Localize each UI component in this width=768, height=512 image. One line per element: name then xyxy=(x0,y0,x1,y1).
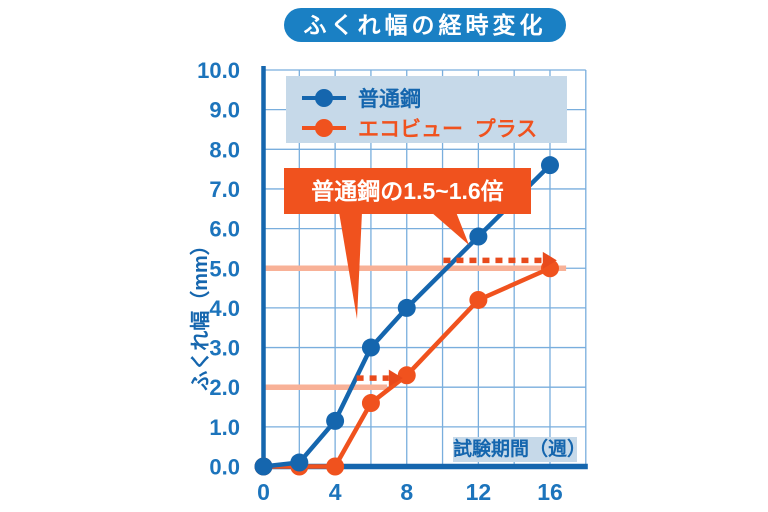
x-axis-title: 試験期間（週） xyxy=(453,437,587,462)
y-tick-label: 0.0 xyxy=(209,455,240,480)
data-point xyxy=(540,156,559,175)
y-tick-label: 6.0 xyxy=(209,217,240,242)
y-tick-label: 3.0 xyxy=(209,336,240,361)
data-point xyxy=(361,338,380,357)
data-point xyxy=(397,366,416,385)
x-tick-label: 4 xyxy=(329,479,342,505)
y-tick-label: 9.0 xyxy=(209,98,240,123)
data-point xyxy=(397,298,416,317)
y-axis-title: ふくれ幅（mm） xyxy=(190,235,212,391)
legend-label: エコビュー プラス xyxy=(358,117,538,141)
y-tick-label: 8.0 xyxy=(209,137,240,162)
arrowhead-icon xyxy=(542,251,557,269)
legend-label: 普通鋼 xyxy=(358,87,421,111)
data-point xyxy=(326,457,345,476)
y-tick-label: 10.0 xyxy=(197,58,240,83)
x-tick-label: 16 xyxy=(537,479,563,505)
callout-tail-right xyxy=(431,212,469,245)
y-tick-label: 4.0 xyxy=(209,296,240,321)
data-point xyxy=(469,290,488,309)
callout-bubble: 普通鋼の1.5~1.6倍 xyxy=(284,168,531,214)
data-point xyxy=(326,411,345,430)
data-point xyxy=(469,227,488,246)
y-tick-label: 1.0 xyxy=(209,415,240,440)
data-point xyxy=(254,457,273,476)
legend-item-ecoview: エコビュー プラス xyxy=(302,113,567,142)
legend-item-futsuko: 普通鋼 xyxy=(302,83,567,112)
line-marker-icon xyxy=(302,88,346,107)
legend: 普通鋼 エコビュー プラス xyxy=(286,76,567,143)
y-tick-label: 7.0 xyxy=(209,177,240,202)
callout-tail-left xyxy=(339,212,362,319)
x-tick-label: 12 xyxy=(466,479,492,505)
line-marker-icon xyxy=(302,118,346,137)
y-tick-label: 2.0 xyxy=(209,375,240,400)
data-point xyxy=(361,394,380,413)
x-tick-label: 8 xyxy=(400,479,413,505)
chart-title: ふくれ幅の経時変化 xyxy=(284,8,566,42)
y-tick-label: 5.0 xyxy=(209,256,240,281)
x-tick-label: 0 xyxy=(257,479,270,505)
data-point xyxy=(290,453,309,472)
arrowhead-icon xyxy=(388,369,403,387)
